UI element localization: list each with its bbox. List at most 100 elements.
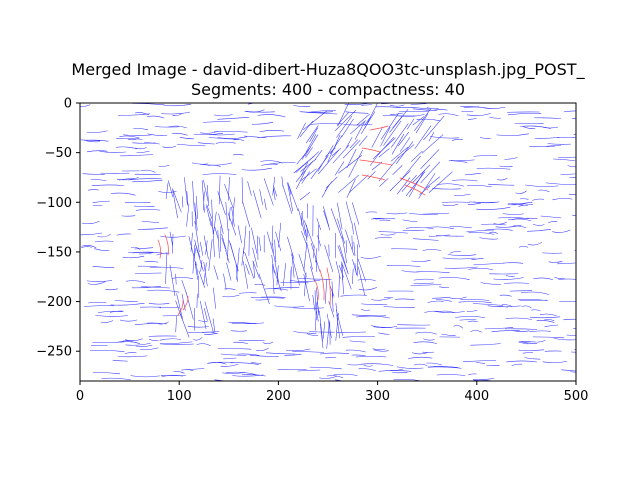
texture-stroke xyxy=(86,140,100,143)
stripe-stroke xyxy=(287,182,293,212)
texture-stroke xyxy=(454,193,471,196)
texture-stroke xyxy=(292,351,325,353)
texture-stroke xyxy=(572,214,576,217)
texture-stroke xyxy=(497,177,508,181)
stripe-stroke xyxy=(348,150,363,178)
stripe-stroke xyxy=(299,192,311,201)
texture-stroke xyxy=(507,112,542,116)
stripe-stroke xyxy=(194,248,196,259)
texture-stroke xyxy=(502,262,524,264)
texture-stroke xyxy=(523,126,536,129)
texture-stroke xyxy=(544,319,555,322)
texture-stroke xyxy=(114,299,138,302)
texture-stroke xyxy=(489,116,501,119)
texture-stroke xyxy=(225,371,256,375)
y-tick-label: −150 xyxy=(36,245,72,260)
texture-stroke xyxy=(534,137,560,139)
texture-stroke xyxy=(396,114,425,117)
stripe-stroke xyxy=(352,268,354,284)
stripe-stroke xyxy=(272,242,274,254)
texture-stroke xyxy=(378,231,408,234)
stripe-stroke xyxy=(228,176,230,201)
texture-stroke xyxy=(416,271,450,274)
texture-stroke xyxy=(495,224,522,228)
stripe-stroke xyxy=(305,229,308,241)
texture-stroke xyxy=(118,113,150,116)
texture-stroke xyxy=(92,372,121,375)
texture-stroke xyxy=(468,232,495,235)
texture-stroke xyxy=(81,221,100,225)
texture-stroke xyxy=(208,137,239,140)
texture-stroke xyxy=(148,338,159,342)
texture-stroke xyxy=(467,184,492,188)
texture-stroke xyxy=(569,177,576,178)
stripe-stroke xyxy=(242,202,251,228)
texture-stroke xyxy=(361,303,388,305)
stripe-stroke xyxy=(423,115,445,141)
stripe-stroke xyxy=(301,231,308,247)
texture-stroke xyxy=(136,209,161,211)
stripe-stroke xyxy=(412,116,425,126)
stripe-stroke xyxy=(316,218,321,231)
texture-stroke xyxy=(518,246,529,248)
texture-stroke xyxy=(553,338,576,341)
texture-stroke xyxy=(162,315,180,317)
stripe-stroke xyxy=(306,224,309,238)
stripe-stroke xyxy=(295,160,314,183)
stripe-stroke xyxy=(203,261,208,287)
texture-stroke xyxy=(92,341,124,343)
texture-stroke xyxy=(413,341,437,344)
stripe-stroke xyxy=(389,109,409,133)
texture-stroke xyxy=(293,105,311,107)
texture-stroke xyxy=(94,240,114,243)
texture-stroke xyxy=(502,213,524,215)
texture-stroke xyxy=(430,136,460,139)
stripe-stroke xyxy=(327,134,341,163)
texture-stroke xyxy=(518,204,533,207)
texture-stroke xyxy=(460,298,490,301)
texture-stroke xyxy=(112,359,128,362)
texture-stroke xyxy=(249,354,279,357)
stripe-stroke xyxy=(341,261,352,290)
texture-stroke xyxy=(97,234,111,238)
x-tick-label: 300 xyxy=(365,389,390,404)
texture-stroke xyxy=(162,145,176,148)
texture-stroke xyxy=(101,377,131,381)
texture-stroke xyxy=(556,136,576,139)
stripe-stroke xyxy=(236,247,240,280)
texture-stroke xyxy=(121,215,136,217)
stripe-stroke xyxy=(281,176,284,187)
texture-stroke xyxy=(485,228,513,231)
texture-stroke xyxy=(493,277,524,280)
stripe-stroke xyxy=(317,145,334,172)
texture-stroke xyxy=(241,374,266,377)
texture-stroke xyxy=(357,279,376,281)
texture-stroke xyxy=(547,143,571,145)
texture-stroke xyxy=(468,373,477,376)
texture-stroke xyxy=(405,226,434,230)
stripe-stroke xyxy=(428,131,435,142)
texture-stroke xyxy=(573,134,576,135)
texture-stroke xyxy=(92,204,103,206)
texture-stroke xyxy=(496,133,529,136)
texture-stroke xyxy=(147,133,168,136)
texture-stroke xyxy=(413,282,434,285)
texture-stroke xyxy=(436,299,452,302)
texture-stroke xyxy=(215,141,236,144)
texture-stroke xyxy=(217,117,249,120)
texture-stroke xyxy=(396,107,430,110)
texture-stroke xyxy=(161,111,190,115)
texture-stroke xyxy=(546,146,556,148)
stripe-stroke xyxy=(221,237,226,249)
stripe-stroke xyxy=(400,155,421,181)
texture-stroke xyxy=(451,138,463,141)
stripe-stroke xyxy=(339,244,349,275)
texture-stroke xyxy=(442,204,459,206)
texture-stroke xyxy=(358,368,376,371)
texture-stroke xyxy=(259,130,285,132)
texture-stroke xyxy=(389,104,405,107)
texture-stroke xyxy=(133,128,149,131)
texture-stroke xyxy=(449,250,461,254)
texture-stroke xyxy=(467,202,481,205)
